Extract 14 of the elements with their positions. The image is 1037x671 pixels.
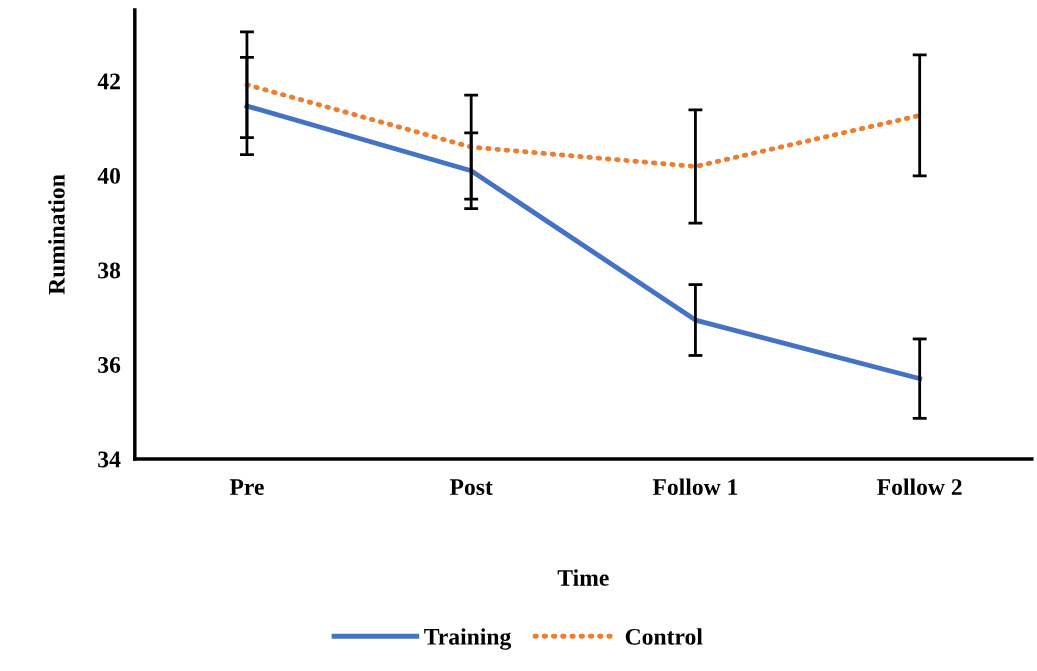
x-axis-title: Time	[557, 569, 609, 586]
y-tick-label: 40	[97, 167, 121, 184]
y-axis-title: Rumination	[48, 174, 65, 295]
legend-label: Training	[424, 628, 512, 650]
line-series	[244, 103, 923, 382]
y-tick-label: 36	[98, 357, 121, 373]
x-tick-label: Post	[449, 479, 493, 496]
x-tick-label: Pre	[229, 479, 264, 496]
y-tick-label: 34	[98, 451, 121, 468]
x-tick-label: Follow 1	[652, 478, 738, 496]
y-tick-label: 42	[97, 73, 120, 90]
y-tick-label: 38	[98, 262, 121, 279]
x-tick-label: Follow 2	[877, 478, 962, 496]
legend-label: Control	[625, 628, 703, 645]
